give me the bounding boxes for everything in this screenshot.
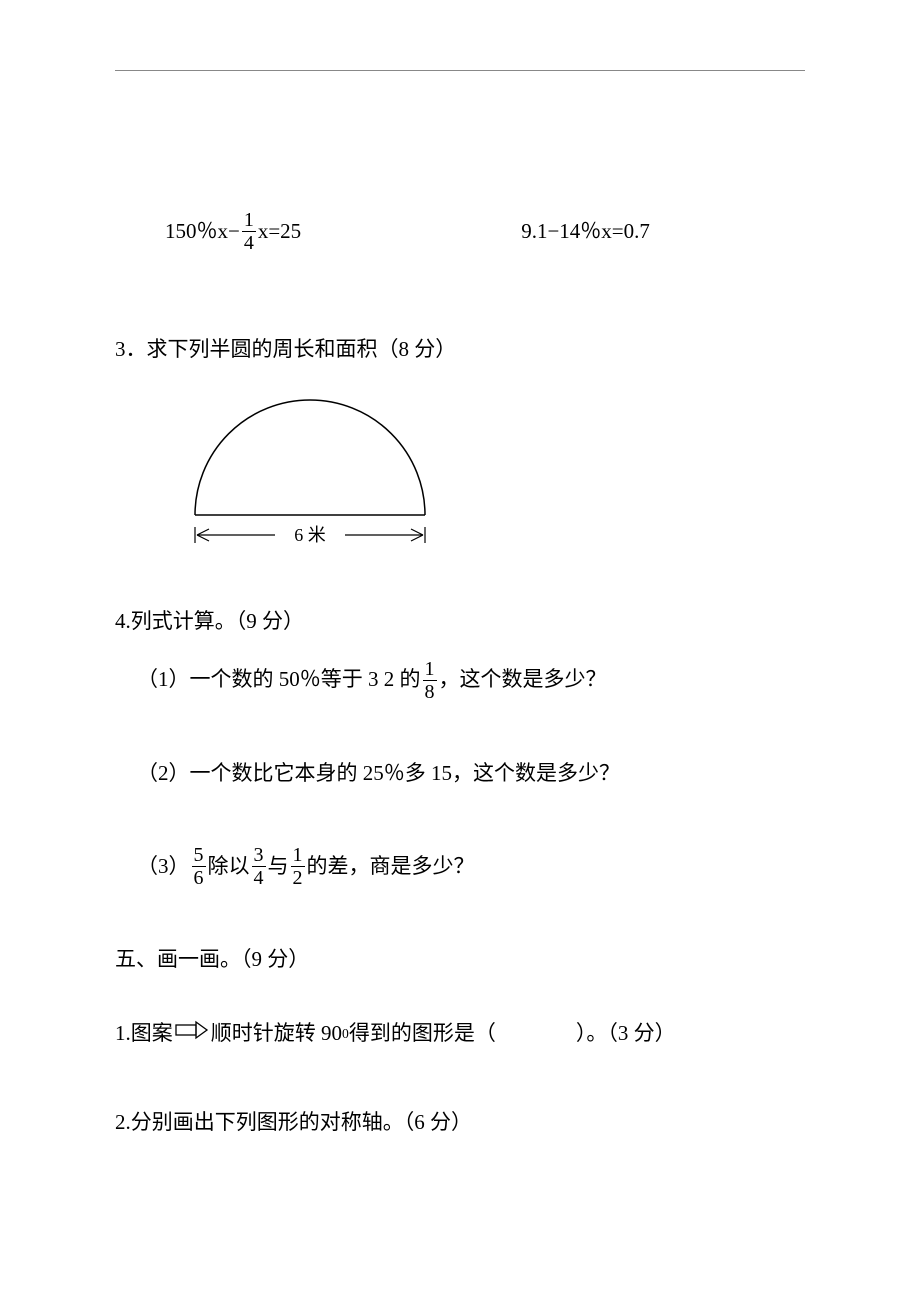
q4-s3-c: 与	[268, 850, 289, 884]
q4-sub3: （3） 5 6 除以 3 4 与 1 2 的差，商是多少？	[137, 845, 805, 888]
semicircle-svg: 6 米	[175, 385, 445, 555]
arrow-pattern-icon	[175, 1017, 209, 1051]
frac-num: 3	[252, 845, 266, 866]
equation-left: 150％x− 1 4 x=25	[165, 210, 301, 253]
q51-a: 1.图案	[115, 1017, 173, 1051]
page-content: 150％x− 1 4 x=25 9.1−14％x=0.7 3．求下列半圆的周长和…	[115, 170, 805, 1139]
degree-superscript: 0	[342, 1023, 349, 1045]
fraction-1-2: 1 2	[291, 845, 305, 888]
frac-den: 8	[423, 680, 437, 702]
eq-left-post: x=25	[258, 215, 301, 249]
top-rule	[115, 70, 805, 71]
q4-s3-d: 的差，商是多少？	[307, 850, 475, 884]
equation-row: 150％x− 1 4 x=25 9.1−14％x=0.7	[115, 210, 805, 253]
diameter-label: 6 米	[294, 525, 326, 545]
fraction-3-4: 3 4	[252, 845, 266, 888]
q4-sub2: （2）一个数比它本身的 25％多 15，这个数是多少？	[137, 757, 805, 791]
fraction-5-6: 5 6	[192, 845, 206, 888]
q4-s3-b: 除以	[208, 850, 250, 884]
q4-s3-a: （3）	[137, 850, 190, 884]
section5-title: 五、画一画。（9 分）	[115, 943, 805, 977]
q5-1: 1.图案 顺时针旋转 900 得到的图形是（ ）。（3 分）	[115, 1017, 805, 1051]
q51-b: 顺时针旋转 90	[211, 1017, 342, 1051]
frac-num: 1	[423, 659, 437, 680]
frac-den: 6	[192, 866, 206, 888]
q4-sub1: （1）一个数的 50％等于 3 2 的 1 8 ，这个数是多少？	[137, 659, 805, 702]
frac-den: 4	[252, 866, 266, 888]
q5-2: 2.分别画出下列图形的对称轴。（6 分）	[115, 1106, 805, 1140]
frac-num: 1	[291, 845, 305, 866]
frac-den: 4	[242, 231, 256, 253]
q4-s1-b: ，这个数是多少？	[439, 663, 607, 697]
q4-s1-a: （1）一个数的 50％等于 3 2 的	[137, 663, 421, 697]
semicircle-arc	[195, 400, 425, 515]
frac-num: 5	[192, 845, 206, 866]
frac-num: 1	[242, 210, 256, 231]
q4-title: 4.列式计算。（9 分）	[115, 605, 805, 639]
equation-right: 9.1−14％x=0.7	[521, 215, 650, 249]
frac-den: 2	[291, 866, 305, 888]
q51-c: 得到的图形是（	[349, 1017, 496, 1051]
fraction-1-4: 1 4	[242, 210, 256, 253]
semicircle-figure: 6 米	[175, 385, 805, 566]
q51-d: ）。（3 分）	[576, 1017, 676, 1051]
q3-title: 3．求下列半圆的周长和面积（8 分）	[115, 333, 805, 367]
fraction-1-8: 1 8	[423, 659, 437, 702]
eq-left-pre: 150％x−	[165, 215, 240, 249]
